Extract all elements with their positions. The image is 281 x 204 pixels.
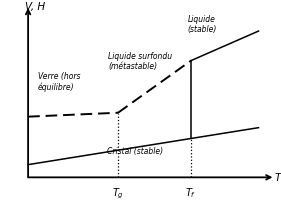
Text: Verre (hors
équilibre): Verre (hors équilibre): [38, 72, 80, 92]
Text: V, H: V, H: [25, 2, 46, 12]
Text: Liquide
(stable): Liquide (stable): [188, 15, 217, 34]
Text: $T_g$: $T_g$: [112, 186, 124, 200]
Text: $T_f$: $T_f$: [185, 186, 197, 199]
Text: Cristal (stable): Cristal (stable): [107, 146, 163, 155]
Text: Liquide surfondu
(métastable): Liquide surfondu (métastable): [108, 52, 173, 71]
Text: T: T: [275, 173, 281, 182]
